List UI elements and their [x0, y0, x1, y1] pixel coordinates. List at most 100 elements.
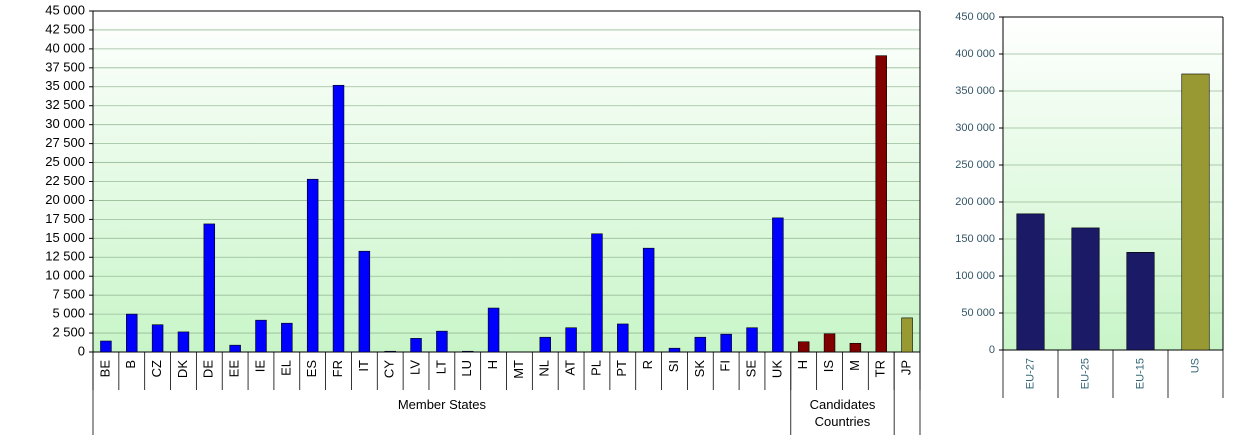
y-tick-label: 5 000 [52, 306, 85, 321]
bar [1016, 213, 1045, 351]
y-tick-label: 32 500 [45, 97, 85, 112]
y-tick-label: 12 500 [45, 249, 85, 264]
bar [565, 327, 577, 353]
x-tick-label: CY [382, 360, 397, 378]
x-tick-label: MT [511, 360, 526, 379]
group-label-box: Candidates Countries [809, 397, 876, 429]
x-tick-label: CZ [149, 360, 164, 377]
y-tick-label: 350 000 [955, 85, 995, 97]
bar [462, 350, 474, 353]
bar [797, 341, 810, 353]
bar [332, 84, 345, 353]
bar [487, 307, 500, 353]
x-tick-label: PL [588, 360, 603, 376]
bar [720, 333, 732, 353]
x-tick-label: M [847, 360, 862, 371]
x-tick-label: FR [330, 360, 345, 377]
group-label: Candidates Countries [809, 397, 876, 429]
x-tick-label: LU [459, 360, 474, 377]
bar [410, 338, 422, 353]
y-tick-label: 2 500 [52, 324, 85, 339]
x-tick-label: FI [718, 360, 733, 372]
bar [1126, 252, 1155, 351]
bar [358, 250, 371, 353]
y-tick-label: 150 000 [955, 233, 995, 245]
y-tick-label: 25 000 [45, 154, 85, 169]
bar [436, 330, 448, 353]
bar [875, 55, 887, 353]
y-tick-label: 37 500 [45, 59, 85, 74]
x-tick-label: IE [252, 360, 267, 373]
bar [151, 324, 164, 353]
y-tick-label: 35 000 [45, 78, 85, 93]
x-tick-label: BE [97, 360, 112, 378]
bar [746, 327, 758, 353]
bar [591, 233, 603, 353]
y-tick-label: 45 000 [45, 2, 85, 17]
group-label: Member States [397, 397, 486, 412]
x-tick-label: EU-25 [1079, 358, 1091, 389]
x-tick-label: LT [433, 360, 448, 374]
bar [384, 350, 396, 353]
y-tick-label: 450 000 [955, 11, 995, 23]
y-tick-label: 30 000 [45, 116, 85, 131]
y-tick-label: 250 000 [955, 159, 995, 171]
y-tick-label: 22 500 [45, 173, 85, 188]
x-tick-label: EU-27 [1024, 358, 1036, 389]
bar [772, 217, 784, 353]
bar [203, 223, 216, 353]
bar [229, 344, 241, 353]
bar [177, 331, 190, 353]
x-tick-label: NL [537, 360, 552, 377]
y-tick-label: 300 000 [955, 122, 995, 134]
y-tick-label: 7 500 [52, 287, 85, 302]
bar [668, 347, 681, 353]
bar [100, 340, 112, 353]
x-tick-label: EU-15 [1134, 358, 1146, 389]
y-tick-label: 100 000 [955, 270, 995, 282]
bar [126, 313, 138, 353]
bar [849, 342, 862, 353]
x-tick-label: US [1189, 358, 1201, 373]
x-tick-label: SI [666, 360, 681, 372]
bar [255, 319, 267, 353]
x-tick-label: H [485, 360, 500, 369]
y-tick-label: 17 500 [45, 211, 85, 226]
x-tick-label: LV [407, 360, 422, 375]
y-tick-label: 40 000 [45, 40, 85, 55]
x-tick-label: IS [821, 360, 836, 373]
bar [1181, 73, 1210, 351]
x-tick-label: AT [563, 360, 578, 376]
bar [694, 336, 707, 353]
y-tick-label: 20 000 [45, 192, 85, 207]
y-tick-label: 15 000 [45, 230, 85, 245]
x-tick-label: IT [356, 360, 371, 372]
y-tick-label: 200 000 [955, 196, 995, 208]
x-tick-label: PT [614, 360, 629, 377]
bar [281, 322, 293, 353]
group-label-box: Member States [397, 397, 486, 412]
bar [539, 336, 551, 353]
x-tick-label: B [123, 360, 138, 369]
x-tick-label: ES [304, 360, 319, 378]
x-tick-label: R [640, 360, 655, 369]
x-tick-label: EE [227, 360, 242, 378]
x-tick-label: SE [743, 360, 758, 378]
bar [642, 247, 655, 353]
x-tick-label: JP [899, 360, 914, 375]
bar [1071, 227, 1100, 351]
x-tick-label: EL [278, 360, 293, 376]
bar [617, 323, 629, 353]
y-tick-label: 0 [78, 343, 85, 358]
x-tick-label: H [795, 360, 810, 369]
x-tick-label: DK [175, 360, 190, 378]
y-tick-label: 0 [989, 344, 995, 356]
bar [901, 317, 913, 353]
y-tick-label: 50 000 [961, 307, 995, 319]
x-tick-label: TR [873, 360, 888, 377]
y-tick-label: 27 500 [45, 135, 85, 150]
bar [306, 178, 319, 353]
x-tick-label: SK [692, 360, 707, 378]
x-tick-label: DE [201, 360, 216, 378]
